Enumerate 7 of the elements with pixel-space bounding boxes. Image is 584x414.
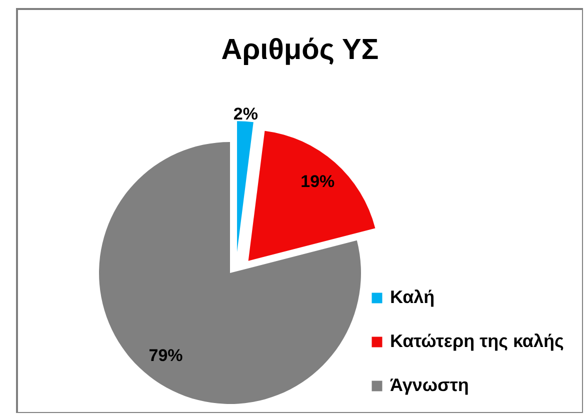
data-label: 19% [300, 172, 335, 192]
data-label: 2% [233, 104, 258, 124]
legend-label: Άγνωστη [390, 375, 469, 395]
legend-label: Καλή [390, 287, 435, 307]
legend-label: Κατώτερη της καλής [390, 331, 564, 351]
chart-title: Αριθμός ΥΣ [221, 34, 379, 66]
data-label: 79% [148, 346, 183, 365]
